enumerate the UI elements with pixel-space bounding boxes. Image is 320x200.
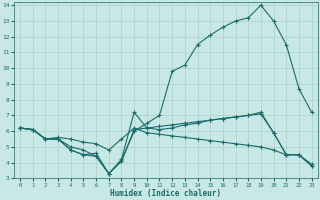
X-axis label: Humidex (Indice chaleur): Humidex (Indice chaleur): [110, 189, 221, 198]
